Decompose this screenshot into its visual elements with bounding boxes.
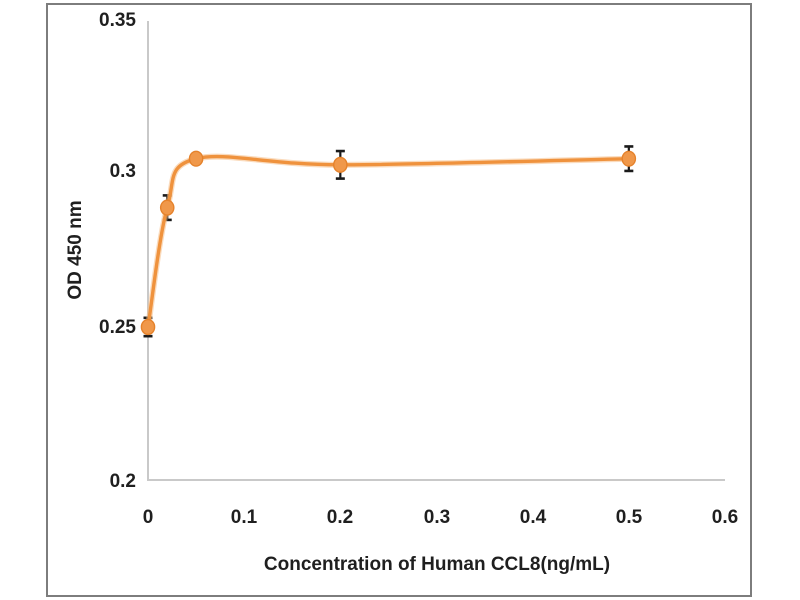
y-tick-label: 0.35 — [99, 10, 136, 31]
y-axis-title: OD 450 nm — [65, 200, 86, 300]
x-tick-label: 0.2 — [326, 507, 354, 528]
y-tick-label: 0.25 — [99, 317, 136, 338]
x-tick-label: 0 — [142, 507, 154, 528]
x-tick-label: 0.4 — [519, 507, 547, 528]
x-tick-label: 0.1 — [230, 507, 258, 528]
x-tick-label: 0.5 — [615, 507, 643, 528]
x-tick-label: 0.6 — [711, 507, 739, 528]
y-tick-label: 0.3 — [109, 161, 136, 182]
y-tick-label: 0.2 — [109, 471, 136, 492]
x-axis-title: Concentration of Human CCL8(ng/mL) — [263, 554, 611, 575]
x-tick-label: 0.3 — [423, 507, 451, 528]
